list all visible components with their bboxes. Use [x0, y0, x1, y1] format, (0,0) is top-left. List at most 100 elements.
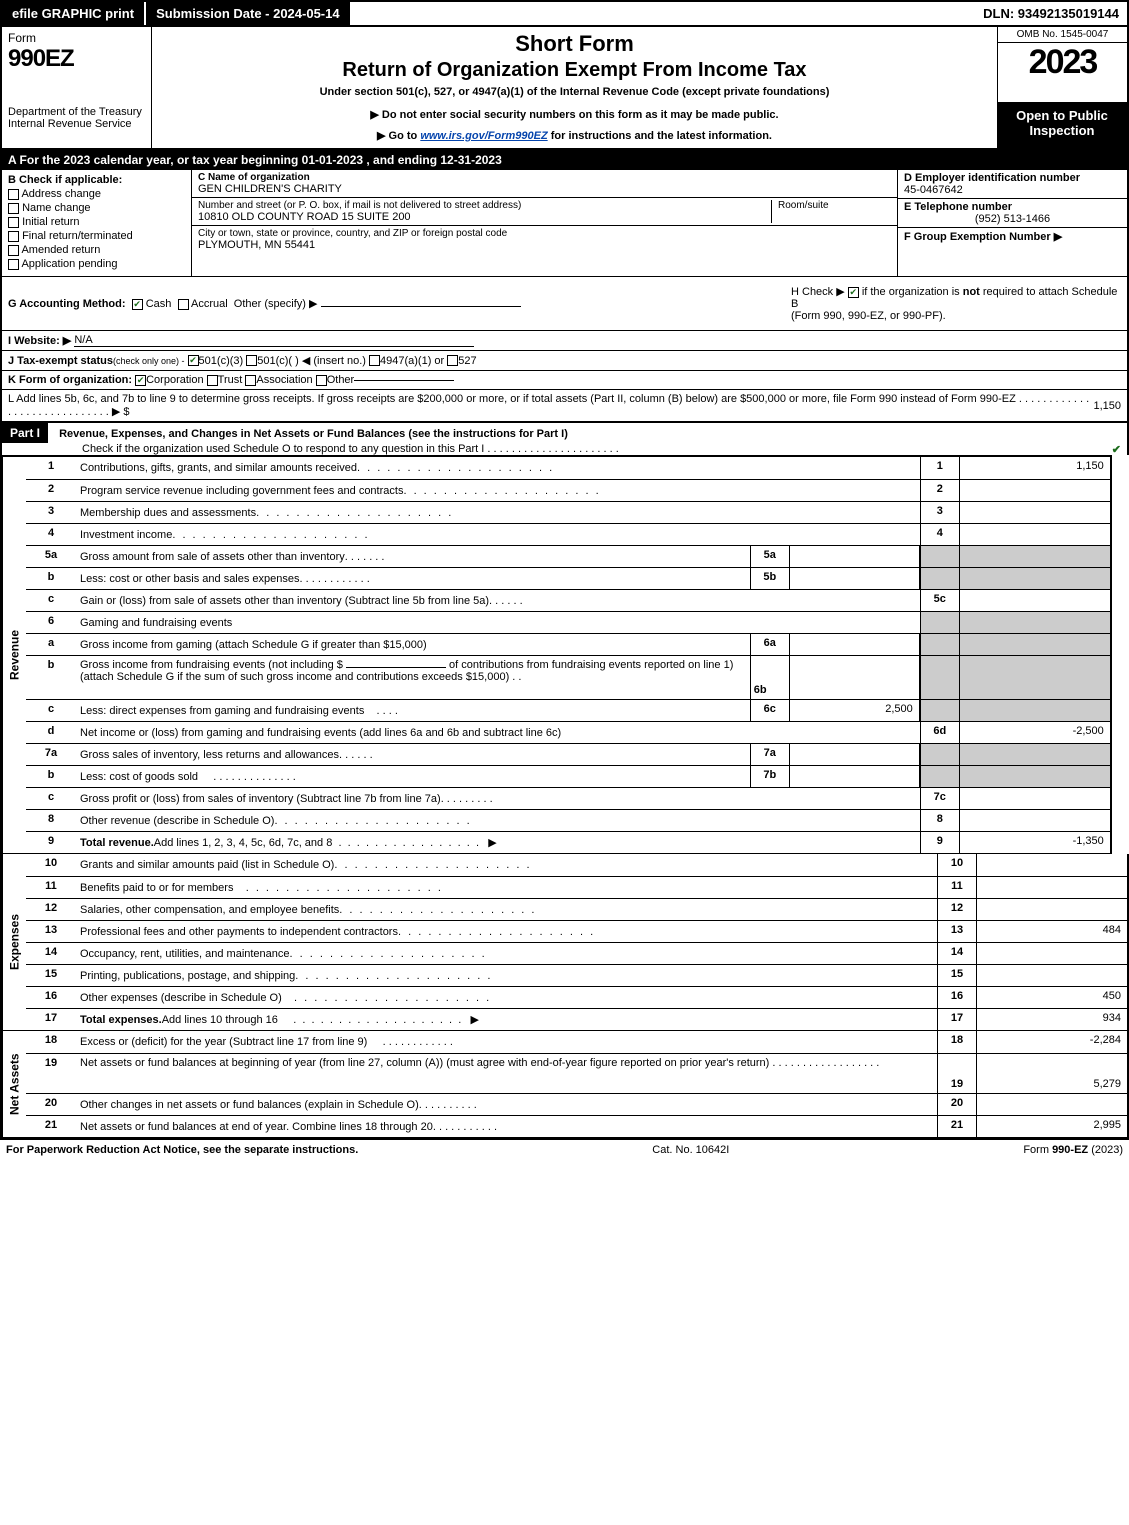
- line-7b-shadeval: [960, 766, 1110, 787]
- line-7b-sub: 7b: [750, 766, 790, 787]
- chk-name-change[interactable]: [8, 203, 19, 214]
- chk-amended[interactable]: [8, 245, 19, 256]
- part1-sub: Check if the organization used Schedule …: [82, 443, 619, 455]
- line-18-ln: 18: [937, 1031, 977, 1053]
- chk-cash[interactable]: ✔: [132, 299, 143, 310]
- line-21-num: 21: [26, 1116, 76, 1137]
- line-6a-desc: Gross income from gaming (attach Schedul…: [80, 639, 427, 651]
- h-cell: H Check ▶ ✔ if the organization is not r…: [791, 285, 1121, 322]
- line-5b-sub: 5b: [750, 568, 790, 589]
- column-d: D Employer identification number 45-0467…: [897, 170, 1127, 276]
- row-l: L Add lines 5b, 6c, and 7b to line 9 to …: [0, 389, 1129, 421]
- org-name: GEN CHILDREN'S CHARITY: [198, 183, 891, 195]
- line-16-ln: 16: [937, 987, 977, 1008]
- revenue-section: Revenue 1Contributions, gifts, grants, a…: [0, 455, 1112, 854]
- line-2-num: 2: [26, 480, 76, 501]
- title-short-form: Short Form: [156, 31, 993, 57]
- chk-accrual[interactable]: [178, 299, 189, 310]
- line-6-num: 6: [26, 612, 76, 633]
- chk-other-org[interactable]: [316, 375, 327, 386]
- chk-4947[interactable]: [369, 355, 380, 366]
- line-11-desc: Benefits paid to or for members: [80, 882, 233, 894]
- line-12-num: 12: [26, 899, 76, 920]
- line-2-ln: 2: [920, 480, 960, 501]
- lbl-name-change: Name change: [22, 202, 91, 214]
- efile-button[interactable]: efile GRAPHIC print: [2, 2, 146, 25]
- other-method-field[interactable]: [321, 306, 521, 307]
- chk-final-return[interactable]: [8, 231, 19, 242]
- line-6d-desc: Net income or (loss) from gaming and fun…: [80, 727, 561, 739]
- line-21-val: 2,995: [977, 1116, 1127, 1137]
- c-city-label: City or town, state or province, country…: [198, 228, 891, 239]
- footer-catno: Cat. No. 10642I: [652, 1144, 729, 1156]
- line-6a-subval: [790, 634, 920, 655]
- line-3-desc: Membership dues and assessments: [80, 507, 256, 519]
- column-b: B Check if applicable: Address change Na…: [2, 170, 192, 276]
- line-12-val: [977, 899, 1127, 920]
- line-3-ln: 3: [920, 502, 960, 523]
- line-2-desc: Program service revenue including govern…: [80, 485, 403, 497]
- i-label: I Website: ▶: [8, 334, 71, 347]
- other-org-field[interactable]: [354, 380, 454, 381]
- chk-assoc[interactable]: [245, 375, 256, 386]
- line-1-ln: 1: [920, 457, 960, 479]
- line-6a-shade: [920, 634, 960, 655]
- line-14-val: [977, 943, 1127, 964]
- h-text4: (Form 990, 990-EZ, or 990-PF).: [791, 310, 946, 322]
- line-7a-shade: [920, 744, 960, 765]
- chk-app-pending[interactable]: [8, 259, 19, 270]
- chk-501c[interactable]: [246, 355, 257, 366]
- line-20-ln: 20: [937, 1094, 977, 1115]
- line-6d-val: -2,500: [960, 722, 1110, 743]
- line-5b-desc: Less: cost or other basis and sales expe…: [80, 573, 300, 585]
- line-6a-num: a: [26, 634, 76, 655]
- line-5c-num: c: [26, 590, 76, 611]
- chk-h[interactable]: ✔: [848, 287, 859, 298]
- section-a: A For the 2023 calendar year, or tax yea…: [0, 150, 1129, 170]
- line-14-num: 14: [26, 943, 76, 964]
- line-6-desc: Gaming and fundraising events: [80, 617, 232, 629]
- row-j: J Tax-exempt status (check only one) - ✔…: [0, 350, 1129, 370]
- form-header-row2: Department of the Treasury Internal Reve…: [0, 102, 1129, 150]
- chk-501c3[interactable]: ✔: [188, 355, 199, 366]
- chk-address-change[interactable]: [8, 189, 19, 200]
- expenses-side-label: Expenses: [2, 854, 26, 1030]
- line-6c-num: c: [26, 700, 76, 721]
- chk-initial-return[interactable]: [8, 217, 19, 228]
- line-17-bold: Total expenses.: [80, 1014, 162, 1026]
- line-12-desc: Salaries, other compensation, and employ…: [80, 904, 339, 916]
- line-7a-num: 7a: [26, 744, 76, 765]
- top-bar: efile GRAPHIC print Submission Date - 20…: [0, 0, 1129, 27]
- line-5a-sub: 5a: [750, 546, 790, 567]
- goto-prefix: ▶ Go to: [377, 130, 420, 142]
- form-number: 990EZ: [8, 45, 145, 73]
- part1-title: Revenue, Expenses, and Changes in Net As…: [51, 428, 568, 440]
- line-20-desc: Other changes in net assets or fund bala…: [80, 1099, 419, 1111]
- chk-527[interactable]: [447, 355, 458, 366]
- line-9-ln: 9: [920, 832, 960, 853]
- line-8-num: 8: [26, 810, 76, 831]
- line-18-desc: Excess or (deficit) for the year (Subtra…: [80, 1036, 367, 1048]
- column-c: C Name of organization GEN CHILDREN'S CH…: [192, 170, 897, 276]
- line-18-num: 18: [26, 1031, 76, 1053]
- tel-value: (952) 513-1466: [904, 213, 1121, 225]
- line-6b-blank[interactable]: [346, 667, 446, 668]
- lbl-final-return: Final return/terminated: [22, 230, 133, 242]
- irs-link[interactable]: www.irs.gov/Form990EZ: [420, 130, 547, 142]
- goto-suffix: for instructions and the latest informat…: [548, 130, 772, 142]
- line-7b-num: b: [26, 766, 76, 787]
- lbl-trust: Trust: [218, 374, 243, 386]
- line-5a-subval: [790, 546, 920, 567]
- footer-form-pre: Form: [1023, 1144, 1052, 1156]
- line-6b-desc1: Gross income from fundraising events (no…: [80, 659, 343, 671]
- website-field[interactable]: N/A: [74, 334, 474, 347]
- line-6d-num: d: [26, 722, 76, 743]
- part1-check[interactable]: ✔: [1112, 443, 1121, 456]
- chk-trust[interactable]: [207, 375, 218, 386]
- line-6d-ln: 6d: [920, 722, 960, 743]
- line-5a-shade: [920, 546, 960, 567]
- line-13-num: 13: [26, 921, 76, 942]
- line-5a-num: 5a: [26, 546, 76, 567]
- expenses-section: Expenses 10Grants and similar amounts pa…: [0, 854, 1129, 1031]
- chk-corp[interactable]: ✔: [135, 375, 146, 386]
